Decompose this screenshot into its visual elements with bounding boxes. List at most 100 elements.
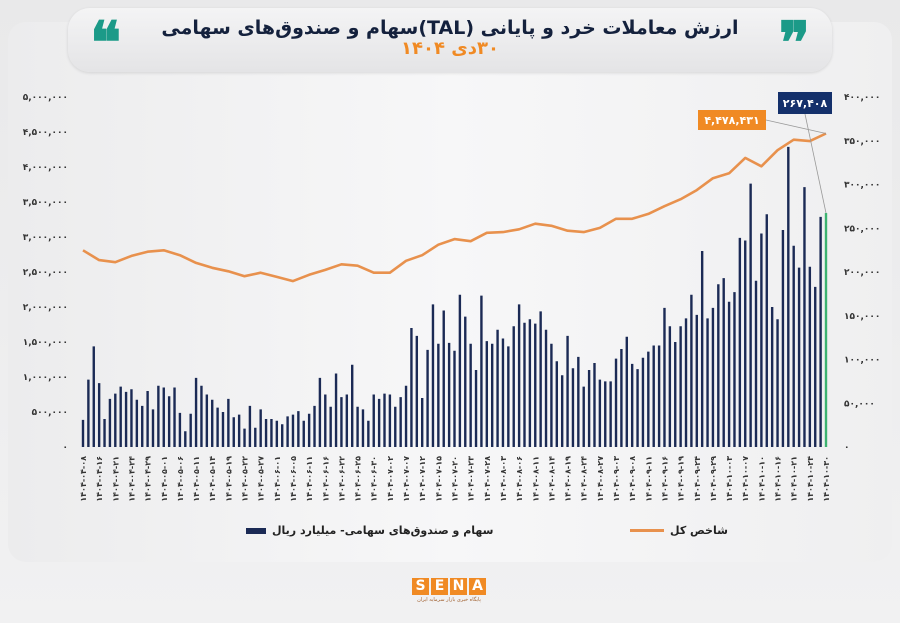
bar [367, 420, 370, 447]
bar [248, 405, 252, 447]
x-axis-tick: ۱۴۰۴-۰۸-۰۶ [515, 456, 524, 502]
bar [388, 394, 392, 447]
x-axis-tick: ۱۴۰۴-۰۹-۱۹ [677, 456, 686, 502]
bar [560, 375, 564, 447]
x-axis-tick: ۱۴۰۴-۰۵-۱۱ [192, 456, 201, 502]
bar [507, 346, 510, 447]
right-axis-tick: ۵۰,۰۰۰ [844, 399, 875, 409]
bar [340, 397, 343, 447]
x-axis-tick: ۱۴۰۴-۰۶-۳۰ [370, 456, 379, 502]
bar [674, 342, 677, 447]
quote-close-icon: ❞ [778, 9, 810, 77]
bar [727, 301, 731, 447]
x-axis-tick: ۱۴۰۴-۰۶-۱۶ [321, 456, 330, 502]
bar [765, 214, 768, 447]
bar [566, 335, 569, 447]
bar [690, 294, 693, 447]
x-axis-tick: ۱۴۰۴-۰۹-۱۱ [644, 456, 653, 502]
index-callout-box [698, 110, 766, 130]
x-axis-tick: ۱۴۰۴-۰۹-۲۹ [709, 456, 718, 502]
logo-tagline: پایگاه خبری بازار سرمایه ایران [417, 597, 481, 603]
x-axis-tick: ۱۴۰۴-۰۷-۲۳ [467, 456, 476, 502]
bar [652, 345, 655, 447]
x-axis-tick: ۱۴۰۴-۰۵-۲۲ [241, 456, 250, 502]
x-axis-tick: ۱۴۰۴-۰۸-۱۱ [531, 456, 540, 502]
x-axis-tick: ۱۴۰۴-۱۰-۱۶ [774, 456, 783, 502]
bar [647, 351, 650, 447]
bar [733, 292, 736, 447]
bar [97, 383, 101, 447]
logo-letter: S [412, 578, 429, 595]
bar [420, 398, 424, 447]
left-axis-tick: ۱,۵۰۰,۰۰۰ [23, 338, 68, 348]
bar [609, 381, 612, 447]
bar [550, 343, 553, 447]
x-axis-tick: ۱۴۰۴-۰۵-۱۴ [208, 456, 217, 502]
bar [630, 363, 634, 447]
bar [216, 407, 219, 447]
bar [87, 379, 90, 447]
bar [528, 319, 532, 447]
bar [221, 412, 225, 447]
bar [534, 323, 537, 447]
bar [372, 394, 375, 447]
bar [625, 336, 628, 447]
x-axis-tick: ۱۴۰۴-۰۷-۲۸ [483, 456, 492, 502]
x-axis-tick: ۱۴۰۴-۰۷-۱۵ [434, 456, 443, 502]
bar [205, 394, 209, 447]
bar [539, 311, 542, 447]
bar [227, 398, 230, 447]
bar [544, 329, 548, 447]
x-axis-tick: ۱۴۰۴-۰۶-۰۱ [273, 456, 282, 502]
bar [114, 393, 117, 447]
bar [124, 391, 128, 447]
bar [334, 373, 338, 447]
bar [464, 316, 467, 447]
left-axis-tick: ۳,۰۰۰,۰۰۰ [23, 233, 68, 243]
bar [184, 431, 187, 447]
bar [711, 307, 715, 447]
bar [744, 240, 747, 447]
x-axis-tick: ۱۴۰۴-۰۹-۱۶ [660, 456, 669, 502]
bar [361, 409, 365, 447]
chart-subtitle: ۳۰دی ۱۴۰۴ [401, 38, 499, 59]
bar [270, 419, 273, 447]
bar [776, 319, 779, 447]
left-axis-tick: ۵۰۰,۰۰۰ [32, 408, 68, 418]
left-axis-tick: ۴,۰۰۰,۰۰۰ [23, 163, 68, 173]
x-axis-tick: ۱۴۰۴-۰۸-۲۴ [580, 456, 589, 502]
left-axis-tick: ۲,۰۰۰,۰۰۰ [23, 303, 68, 313]
callout-leader-line [804, 113, 827, 214]
bar [232, 417, 235, 447]
bar [81, 419, 85, 447]
x-axis-tick: ۱۴۰۴-۰۷-۱۲ [418, 456, 427, 502]
x-axis-tick: ۱۴۰۴-۰۵-۰۶ [176, 456, 185, 502]
bar [135, 399, 139, 447]
x-axis-tick: ۱۴۰۴-۰۵-۰۱ [160, 456, 169, 502]
bar [512, 326, 515, 447]
bar [824, 213, 828, 447]
bar [453, 350, 456, 447]
bar [679, 326, 682, 447]
x-axis-tick: ۱۴۰۴-۰۷-۰۷ [402, 456, 411, 502]
callout-leader-line [765, 119, 827, 134]
bar [636, 369, 639, 447]
bar [130, 389, 133, 447]
x-axis-tick: ۱۴۰۴-۱۰-۱۰ [757, 456, 766, 502]
bar [738, 237, 742, 447]
bar [754, 280, 758, 447]
right-axis-tick: ۳۰۰,۰۰۰ [844, 181, 880, 191]
x-axis-tick: ۱۴۰۴-۰۴-۲۹ [144, 456, 153, 502]
x-axis-tick: ۱۴۰۴-۰۹-۲۴ [693, 456, 702, 502]
right-axis-tick: ۱۵۰,۰۰۰ [844, 312, 880, 322]
bar [302, 420, 305, 447]
bar [377, 398, 381, 447]
bar [399, 397, 402, 447]
bar [819, 216, 822, 447]
bar [275, 420, 279, 447]
left-axis-tick: ۲,۵۰۰,۰۰۰ [23, 268, 68, 278]
bar [286, 416, 289, 447]
bar [706, 318, 709, 447]
bar [797, 267, 801, 447]
legend-bars-label: سهام و صندوق‌های سهامی- میلیارد ریال [272, 524, 494, 537]
